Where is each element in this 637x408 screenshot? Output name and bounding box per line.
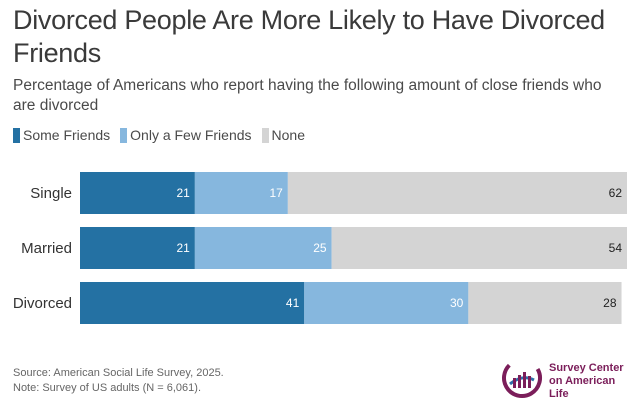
data-label: 41 bbox=[286, 296, 300, 310]
category-label: Single bbox=[30, 185, 72, 202]
legend-swatch-few-friends bbox=[120, 127, 128, 143]
logo-text: Survey Center on American Life bbox=[549, 362, 637, 401]
bar-segment bbox=[80, 282, 305, 324]
data-label: 17 bbox=[270, 186, 284, 200]
category-label: Married bbox=[21, 240, 72, 257]
category-label: Divorced bbox=[13, 295, 72, 312]
stacked-bar-chart: Single 21 17 62 Married 21 25 54 Divorced 41 30 28 bbox=[13, 172, 627, 324]
sample-note: Note: Survey of US adults (N = 6,061). bbox=[13, 382, 202, 394]
bar-segment bbox=[194, 227, 332, 269]
data-label: 28 bbox=[603, 296, 617, 310]
bar-segment bbox=[287, 172, 627, 214]
legend-label-few-friends: Only a Few Friends bbox=[130, 127, 252, 143]
logo-line-2: on American Life bbox=[549, 375, 616, 400]
bar-segment bbox=[80, 227, 195, 269]
data-label: 21 bbox=[177, 186, 191, 200]
data-label: 30 bbox=[450, 296, 464, 310]
data-label: 21 bbox=[177, 241, 191, 255]
chart-footer: Source: American Social Life Survey, 202… bbox=[13, 366, 224, 396]
bar-segment bbox=[331, 227, 627, 269]
bar-segment bbox=[468, 282, 622, 324]
legend-label-some-friends: Some Friends bbox=[23, 127, 111, 143]
source-note: Source: American Social Life Survey, 202… bbox=[13, 367, 224, 379]
legend-swatch-none bbox=[261, 127, 269, 143]
chart-title: Divorced People Are More Likely to Have … bbox=[13, 5, 605, 68]
data-label: 62 bbox=[609, 186, 623, 200]
bar-segment bbox=[194, 172, 288, 214]
legend-swatch-some-friends bbox=[13, 127, 20, 143]
legend-item-some-friends: Some Friends bbox=[13, 127, 110, 143]
data-label: 54 bbox=[609, 241, 623, 255]
legend-label-none: None bbox=[271, 127, 305, 143]
logo-line-1: Survey Center bbox=[549, 362, 624, 374]
legend-item-none: None bbox=[261, 127, 305, 143]
bar-segment bbox=[80, 172, 195, 214]
legend-item-few-friends: Only a Few Friends bbox=[120, 127, 252, 143]
chart-subtitle: Percentage of Americans who report havin… bbox=[13, 77, 602, 114]
data-label: 25 bbox=[313, 241, 327, 255]
survey-center-logo bbox=[502, 358, 542, 398]
chart-legend: Some Friends Only a Few Friends None bbox=[13, 127, 309, 143]
bar-segment bbox=[304, 282, 469, 324]
